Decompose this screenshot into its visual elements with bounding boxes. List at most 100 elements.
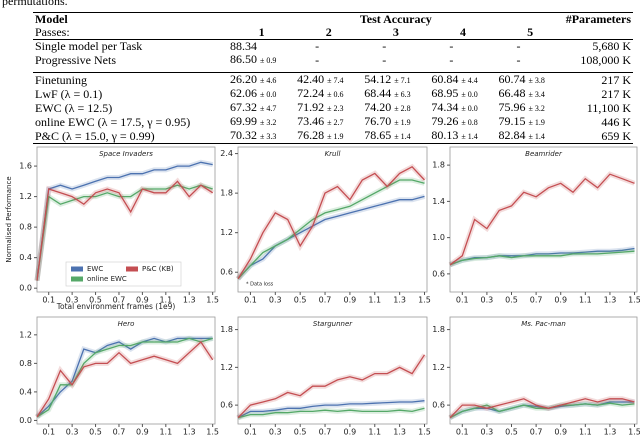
accuracy-error: ± 4.6 [260,76,277,85]
table-row: Single model per Task 88.34- - - -5,680 K [33,39,633,53]
accuracy-cell: 60.84 ± 4.4 [429,72,497,87]
pass-number: 4 [459,25,466,39]
x-tick-label: 0.5 [89,296,102,305]
accuracy-value: 76.28 [297,128,325,142]
parameters: 217 K [601,86,631,101]
x-tick-label: 1.5 [418,296,431,305]
accuracy-value: 74.34 [431,100,459,114]
series-line [449,398,635,419]
accuracy-cell: 86.50 ± 0.9 [228,53,295,67]
accuracy-error: ± 3.3 [260,132,277,141]
x-tick-label: 0.7 [319,296,332,305]
accuracy-cell: 88.34 [228,39,296,53]
accuracy-cell: 79.26 ± 0.8 [429,115,496,129]
x-tick-label: 0.9 [344,428,357,435]
accuracy-cell: 74.34 ± 0.0 [429,101,496,115]
x-tick-label: 1.1 [159,428,172,435]
series-line [36,180,214,281]
x-tick-label: 1.5 [206,428,219,435]
x-tick-label: 0.1 [244,296,257,305]
accuracy-error: ± 3.8 [528,76,545,85]
chart-title: Krull [325,150,341,158]
pass-number: 5 [527,25,534,39]
accuracy-cell: 73.46 ± 2.7 [295,115,362,129]
accuracy-value: 69.99 [230,114,258,128]
legend-swatch [71,266,83,272]
accuracy-value: 74.20 [364,100,392,114]
x-tick-label: 0.5 [294,428,307,435]
accuracy-cell: 67.32 ± 4.7 [228,101,295,115]
parameters: 11,100 K [586,100,631,115]
x-tick-label: 1.3 [393,428,406,435]
accuracy-value: 78.65 [364,128,392,142]
x-tick-label: 0.7 [113,296,126,305]
x-tick-label: 1.1 [159,296,172,305]
legend-swatch [71,276,83,282]
x-tick-label: 1.1 [579,296,592,305]
x-tick-label: 0.5 [89,428,102,435]
x-tick-label: 0.3 [481,296,494,305]
y-tick-label: 0.0 [19,284,32,293]
parameters: 446 K [601,114,631,129]
y-tick-label: 2.4 [220,149,233,158]
accuracy-value: 79.15 [498,114,526,128]
model-name: LwF (λ = 0.1) [35,86,103,101]
accuracy-cell: - [295,39,363,53]
accuracy-value: 75.96 [498,100,526,114]
y-tick-label: 0.4 [19,387,32,396]
accuracy-cell: 42.40 ± 7.4 [295,72,363,87]
accuracy-value: 68.95 [431,86,459,100]
legend-label: P&C (KB) [142,265,174,273]
accuracy-cell: 70.32 ± 3.3 [228,129,296,144]
accuracy-cell: - [315,52,320,67]
x-tick-label: 1.5 [628,428,640,435]
accuracy-value: 68.44 [364,86,392,100]
y-tick-label: 1.8 [220,325,233,334]
series-line [449,250,635,266]
pass-number: 2 [325,25,332,39]
x-tick-label: 0.3 [269,296,282,305]
table-row: LwF (λ = 0.1) 62.06 ± 0.0 72.24 ± 0.6 68.44… [33,87,633,101]
accuracy-value: 42.40 [297,72,325,86]
x-tick-label: 0.7 [319,428,332,435]
accuracy-cell: 69.99 ± 3.2 [228,115,295,129]
chart-title: Stargunner [313,320,353,328]
accuracy-value: 60.74 [498,72,526,86]
accuracy-value: 82.84 [498,128,526,142]
accuracy-error: ± 3.2 [528,104,545,113]
table-row: Progressive Nets 86.50 ± 0.9 - - - - 108,000 K [33,53,633,67]
y-tick-label: 1.2 [19,330,32,339]
y-tick-label: 1.8 [220,189,233,198]
y-tick-label: 0.6 [432,401,445,410]
accuracy-cell: 71.92 ± 2.3 [295,101,362,115]
accuracy-error: ± 0.6 [327,90,344,99]
plot-area [36,316,216,425]
accuracy-value: 71.92 [297,100,325,114]
x-tick-label: 0.3 [66,296,79,305]
y-tick-label: 0.4 [19,253,32,262]
x-tick-label: 0.1 [42,296,55,305]
y-tick-label: 0.8 [19,223,32,232]
plot-area [449,146,638,293]
header-row: Model Test Accuracy #Parameters [33,12,633,26]
series-line [237,400,425,419]
y-tick-label: 1.6 [19,162,32,171]
accuracy-error: ± 1.9 [528,118,545,127]
x-tick-label: 0.1 [42,428,55,435]
accuracy-cell: 76.70 ± 1.9 [362,115,429,129]
accuracy-value: 60.84 [431,72,459,86]
table-row: Finetuning 26.20 ± 4.6 42.40 ± 7.4 54.12 ± … [33,72,633,87]
series-line [237,354,426,419]
pass-number: 1 [258,25,265,39]
accuracy-value: 79.26 [431,114,459,128]
series-line [449,173,635,266]
accuracy-error: ± 0.8 [461,118,478,127]
x-tick-label: 0.3 [269,428,282,435]
accuracy-error: ± 1.4 [461,132,478,141]
accuracy-cell: - [362,39,430,53]
accuracy-error: ± 4.7 [260,104,277,113]
passes-row: Passes: 1 2 3 4 5 [33,26,633,40]
y-tick-label: 1.8 [432,161,445,170]
series-line [237,179,425,280]
chart-title: Beamrider [525,150,563,158]
